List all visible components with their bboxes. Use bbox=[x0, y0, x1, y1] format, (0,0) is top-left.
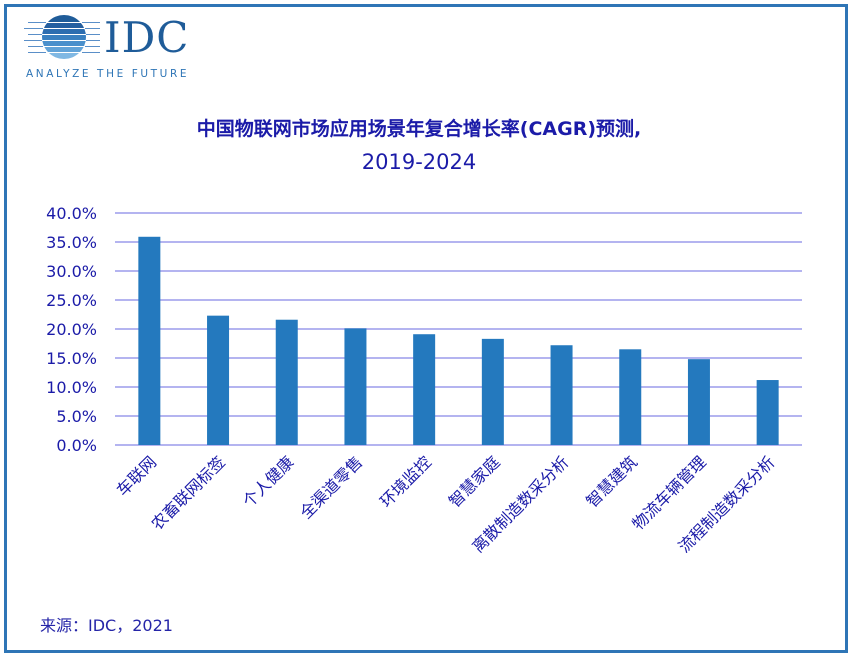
x-category-label: 全渠道零售 bbox=[296, 452, 366, 522]
y-axis-ticks: 0.0% 5.0% 10.0% 15.0% 20.0% 25.0% 30.0% 35.0% 40… bbox=[46, 204, 97, 455]
x-category-label: 农畜联网标签 bbox=[148, 452, 229, 533]
bars bbox=[138, 236, 779, 445]
bar bbox=[756, 380, 779, 445]
logo-tagline: ANALYZE THE FUTURE bbox=[26, 68, 190, 80]
bar bbox=[275, 319, 298, 445]
y-tick-label: 25.0% bbox=[46, 291, 97, 310]
y-tick-label: 30.0% bbox=[46, 262, 97, 281]
y-tick-label: 5.0% bbox=[56, 407, 97, 426]
y-tick-label: 15.0% bbox=[46, 349, 97, 368]
y-tick-label: 10.0% bbox=[46, 378, 97, 397]
x-category-label: 智慧家庭 bbox=[445, 452, 504, 511]
bar bbox=[344, 328, 367, 445]
bar bbox=[481, 338, 504, 445]
x-category-label: 个人健康 bbox=[239, 452, 298, 511]
y-tick-label: 35.0% bbox=[46, 233, 97, 252]
chart-subtitle-years: 2019-2024 bbox=[361, 150, 477, 174]
y-tick-label: 0.0% bbox=[56, 436, 97, 455]
idc-logo: IDC ANALYZE THE FUTURE bbox=[22, 10, 212, 80]
x-category-label: 环境监控 bbox=[376, 452, 435, 511]
y-tick-label: 40.0% bbox=[46, 204, 97, 223]
bar bbox=[619, 349, 642, 445]
chart-title: 中国物联网市场应用场景年复合增长率(CAGR)预测, bbox=[196, 118, 642, 140]
source-note: 来源：IDC，2021 bbox=[40, 616, 173, 635]
y-tick-label: 20.0% bbox=[46, 320, 97, 339]
idc-globe-icon bbox=[24, 15, 100, 59]
bar bbox=[138, 236, 161, 445]
bar bbox=[207, 315, 230, 445]
bar bbox=[687, 359, 710, 445]
gridlines bbox=[115, 212, 802, 446]
bar bbox=[550, 345, 573, 445]
bar bbox=[413, 334, 436, 445]
x-category-label: 车联网 bbox=[113, 452, 160, 499]
logo-wordmark: IDC bbox=[104, 13, 190, 62]
x-category-label: 智慧建筑 bbox=[582, 452, 641, 511]
